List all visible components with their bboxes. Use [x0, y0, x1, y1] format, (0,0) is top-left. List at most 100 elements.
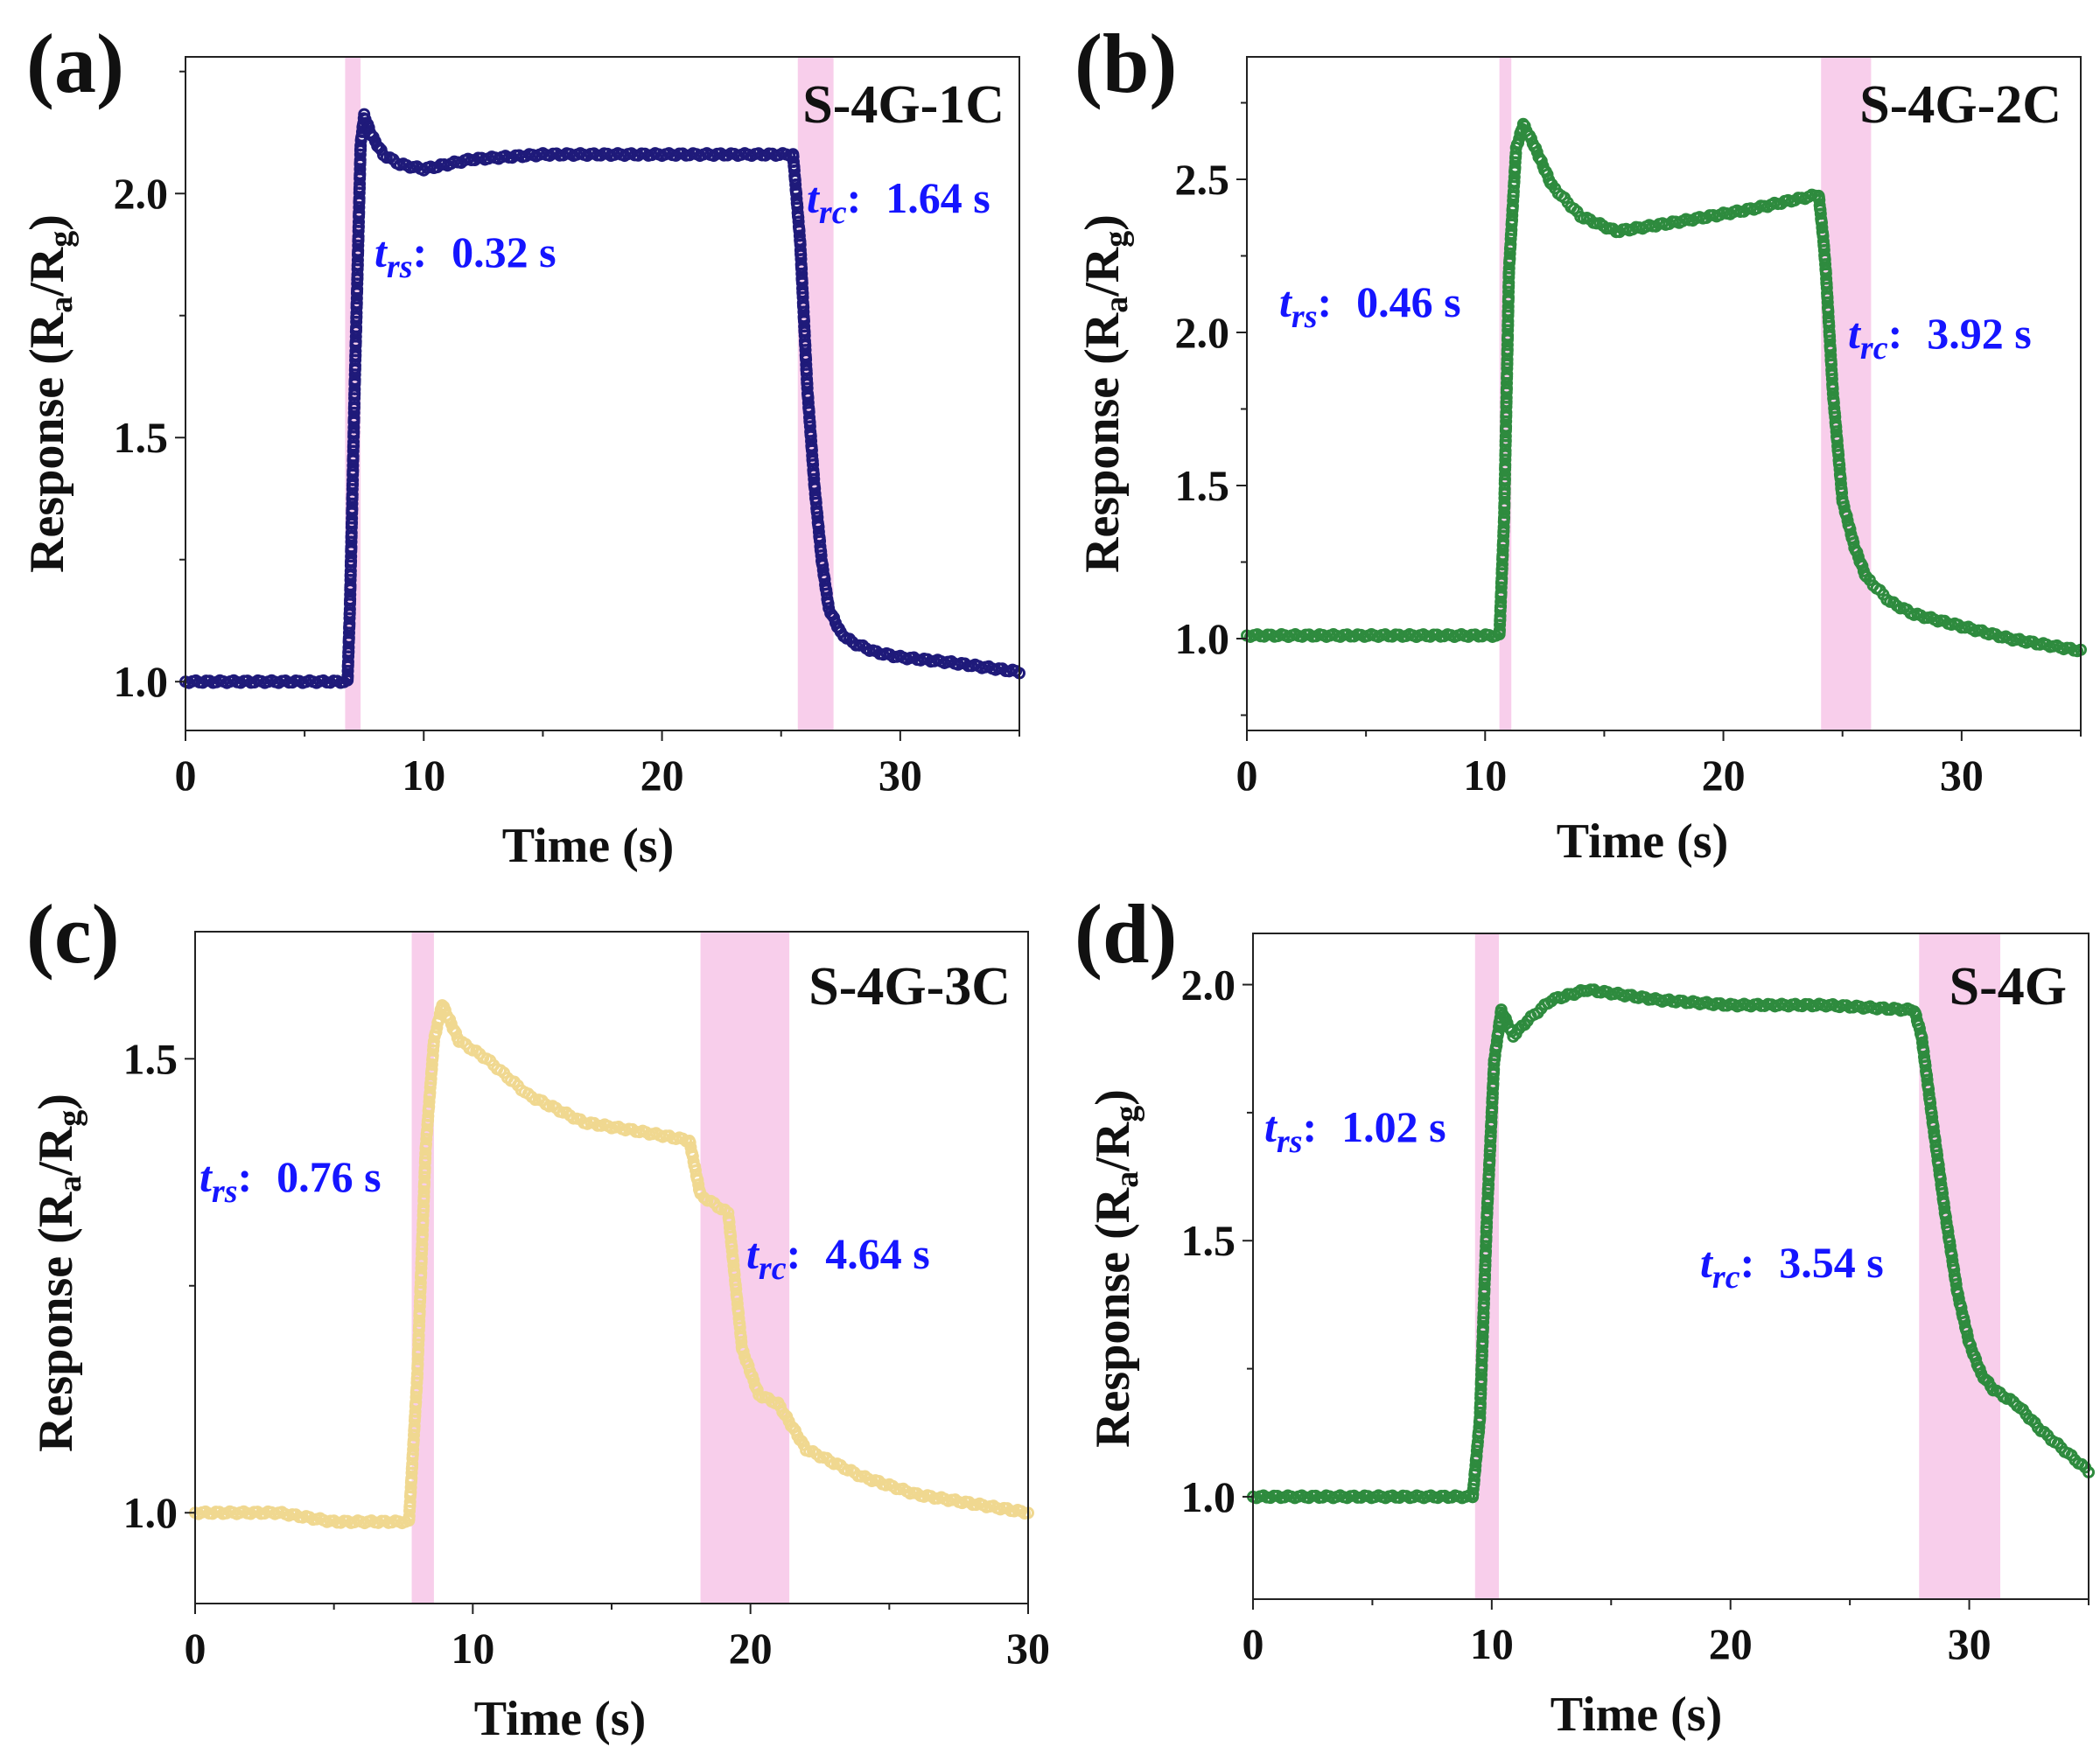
y-tick-label: 2.0 [114, 169, 169, 218]
recovery-time-separator: : [1888, 309, 1903, 358]
response-time-separator: : [412, 227, 427, 276]
y-tick-label: 2.5 [1175, 155, 1230, 204]
shade-layer [1499, 57, 1872, 730]
response-time-value: 0.46 s [1356, 277, 1460, 326]
panel-label: (d) [1074, 887, 1177, 981]
response-time-annotation: trs: 0.32 s [374, 227, 556, 285]
y-title-sub2: g [1109, 1106, 1145, 1122]
series-layer [179, 108, 1026, 689]
x-tick-label: 20 [1709, 1619, 1753, 1668]
panel-c: (c) 0 10 20 301.01.5 S-4G-3C trs: 0.76 s trc… [26, 887, 1050, 1746]
x-tick-label: 0 [185, 1624, 206, 1673]
x-tick-label: 30 [1948, 1619, 1992, 1668]
x-tick-label: 10 [402, 751, 445, 800]
recovery-time-symbol: t [1700, 1238, 1714, 1287]
y-tick-label: 1.0 [1175, 614, 1230, 663]
recovery-time-separator: : [787, 1229, 802, 1278]
response-time-subscript: rs [387, 248, 413, 285]
y-title-end: ) [20, 214, 74, 231]
recovery-time-separator: : [847, 173, 862, 222]
y-title-mid: /R [1075, 247, 1130, 297]
response-time-symbol: t [1264, 1102, 1278, 1151]
response-time-value: 0.32 s [452, 227, 556, 276]
response-time-symbol: t [1279, 277, 1293, 326]
series-layer [1247, 983, 2095, 1505]
recovery-time-symbol: t [807, 173, 821, 222]
shaded-region [700, 932, 790, 1604]
y-tick-label: 1.5 [123, 1034, 178, 1083]
x-tick-label: 0 [175, 751, 197, 800]
sample-name: S-4G-1C [802, 75, 1004, 135]
y-tick-label: 2.0 [1181, 961, 1236, 1010]
y-title-end: ) [29, 1094, 83, 1110]
y-title-sub1: a [43, 297, 80, 313]
y-tick-label: 1.5 [1175, 461, 1230, 510]
y-title-sub2: g [52, 1110, 88, 1127]
recovery-time-annotation: trc: 3.54 s [1700, 1238, 1884, 1296]
x-tick-label: 0 [1242, 1619, 1264, 1668]
y-title-main: Response (R [29, 1191, 83, 1452]
recovery-time-annotation: trc: 1.64 s [807, 173, 990, 231]
response-time-separator: : [1302, 1102, 1317, 1151]
response-time-subscript: rs [1277, 1123, 1303, 1160]
panel-label: (c) [26, 887, 120, 981]
sample-name: S-4G-3C [808, 957, 1011, 1017]
panel-b: (b) 0 10 20 301.01.52.02.5 S-4G-2C trs: 0.46… [1074, 17, 2087, 869]
y-title-main: Response (R [1086, 1187, 1140, 1448]
x-tick-label: 10 [1463, 751, 1507, 800]
tick-layer: 0 10 20 30 1.0 1.5 2.0 [114, 70, 1020, 800]
plot-frame [185, 56, 1020, 731]
data-point [1507, 1030, 1520, 1043]
x-axis-title: Time (s) [502, 819, 675, 873]
y-tick-label: 1.5 [1181, 1216, 1236, 1265]
recovery-time-annotation: trc: 4.64 s [746, 1229, 930, 1287]
y-tick-label: 2.0 [1175, 308, 1230, 357]
tick-layer: 0 10 20 30 1.0 1.5 2.0 [1181, 961, 2090, 1668]
recovery-time-symbol: t [1848, 309, 1862, 358]
recovery-time-subscript: rc [759, 1250, 787, 1287]
recovery-time-separator: : [1740, 1238, 1755, 1287]
recovery-time-annotation: trc: 3.92 s [1848, 309, 2032, 367]
panel-d: (d) 0 10 20 301.01.52.0 S-4G trs: 1.02 s trc… [1074, 887, 2095, 1742]
shade-layer [411, 932, 790, 1604]
response-time-annotation: trs: 0.46 s [1279, 277, 1461, 335]
response-time-value: 0.76 s [276, 1152, 381, 1201]
response-time-subscript: rs [212, 1173, 238, 1210]
y-axis-title: Response (Ra/Rg) [20, 214, 80, 573]
y-tick-label: 1.5 [114, 413, 169, 462]
tick-layer: 0 10 20 30 1.0 1.5 2.0 2.5 [1175, 101, 2082, 800]
response-time-separator: : [1317, 277, 1332, 326]
recovery-time-subscript: rc [1712, 1259, 1740, 1296]
recovery-time-subscript: rc [819, 194, 847, 231]
x-axis-title: Time (s) [1557, 814, 1729, 869]
response-time-value: 1.02 s [1341, 1102, 1446, 1151]
y-title-main: Response (R [20, 312, 74, 573]
y-tick-label: 1.0 [123, 1488, 178, 1537]
y-title-sub2: g [43, 231, 80, 248]
recovery-time-value: 3.92 s [1927, 309, 2031, 358]
tick-layer: 0 10 20 30 1.0 1.5 [123, 1034, 1051, 1673]
x-tick-label: 30 [1006, 1624, 1050, 1673]
response-time-symbol: t [200, 1152, 214, 1201]
y-title-mid: /R [29, 1126, 83, 1177]
y-title-sub1: a [1109, 1171, 1145, 1188]
x-tick-label: 0 [1236, 751, 1258, 800]
x-tick-label: 20 [640, 751, 684, 800]
panel-a: (a) 0 10 20 301.01.52.0 S-4G-1C trs: 0.32 s … [20, 17, 1026, 873]
shaded-region [1919, 933, 2001, 1599]
response-time-symbol: t [374, 227, 388, 276]
y-axis-title: Response (Ra/Rg) [1086, 1089, 1145, 1448]
y-tick-label: 1.0 [114, 657, 169, 706]
plot-frame [1252, 933, 2090, 1600]
response-time-separator: : [237, 1152, 252, 1201]
response-time-annotation: trs: 1.02 s [1264, 1102, 1446, 1160]
y-title-sub1: a [1098, 297, 1135, 313]
y-title-sub1: a [52, 1176, 88, 1192]
recovery-time-subscript: rc [1860, 330, 1888, 367]
panel-label: (b) [1074, 17, 1177, 110]
y-axis-title: Response (Ra/Rg) [29, 1094, 88, 1452]
panel-label: (a) [26, 17, 124, 110]
y-title-sub2: g [1098, 231, 1135, 248]
x-tick-label: 10 [1470, 1619, 1514, 1668]
x-tick-label: 30 [878, 751, 922, 800]
